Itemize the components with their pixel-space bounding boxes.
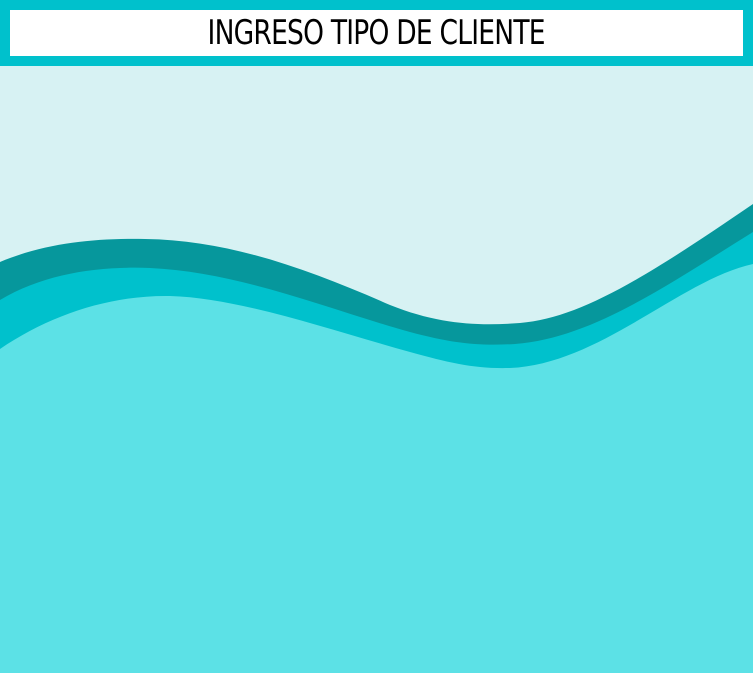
page-title: INGRESO TIPO DE CLIENTE (207, 13, 546, 53)
wave-light-fill (0, 264, 753, 673)
header-bar: INGRESO TIPO DE CLIENTE (0, 0, 753, 66)
header-title-box: INGRESO TIPO DE CLIENTE (10, 10, 743, 56)
wave-background (0, 204, 753, 673)
